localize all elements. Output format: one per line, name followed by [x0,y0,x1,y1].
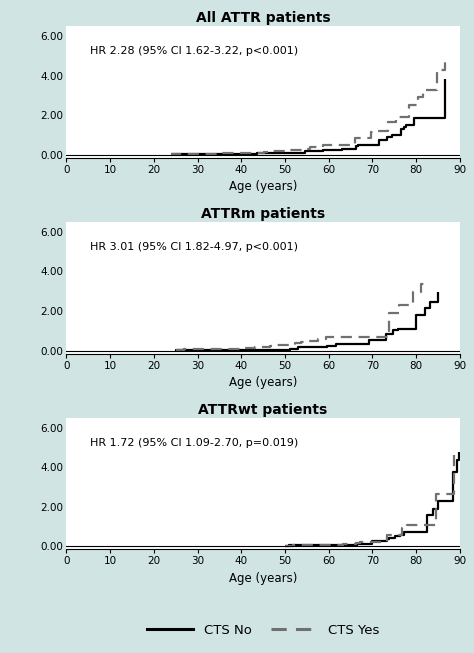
Text: HR 3.01 (95% CI 1.82-4.97, p<0.001): HR 3.01 (95% CI 1.82-4.97, p<0.001) [90,242,298,251]
Legend: CTS No, CTS Yes: CTS No, CTS Yes [142,618,384,642]
Title: ATTRm patients: ATTRm patients [201,207,325,221]
Title: All ATTR patients: All ATTR patients [196,11,330,25]
Text: HR 1.72 (95% CI 1.09-2.70, p=0.019): HR 1.72 (95% CI 1.09-2.70, p=0.019) [90,438,298,447]
X-axis label: Age (years): Age (years) [229,572,297,585]
Title: ATTRwt patients: ATTRwt patients [199,403,328,417]
X-axis label: Age (years): Age (years) [229,180,297,193]
Text: HR 2.28 (95% CI 1.62-3.22, p<0.001): HR 2.28 (95% CI 1.62-3.22, p<0.001) [90,46,298,56]
X-axis label: Age (years): Age (years) [229,376,297,389]
